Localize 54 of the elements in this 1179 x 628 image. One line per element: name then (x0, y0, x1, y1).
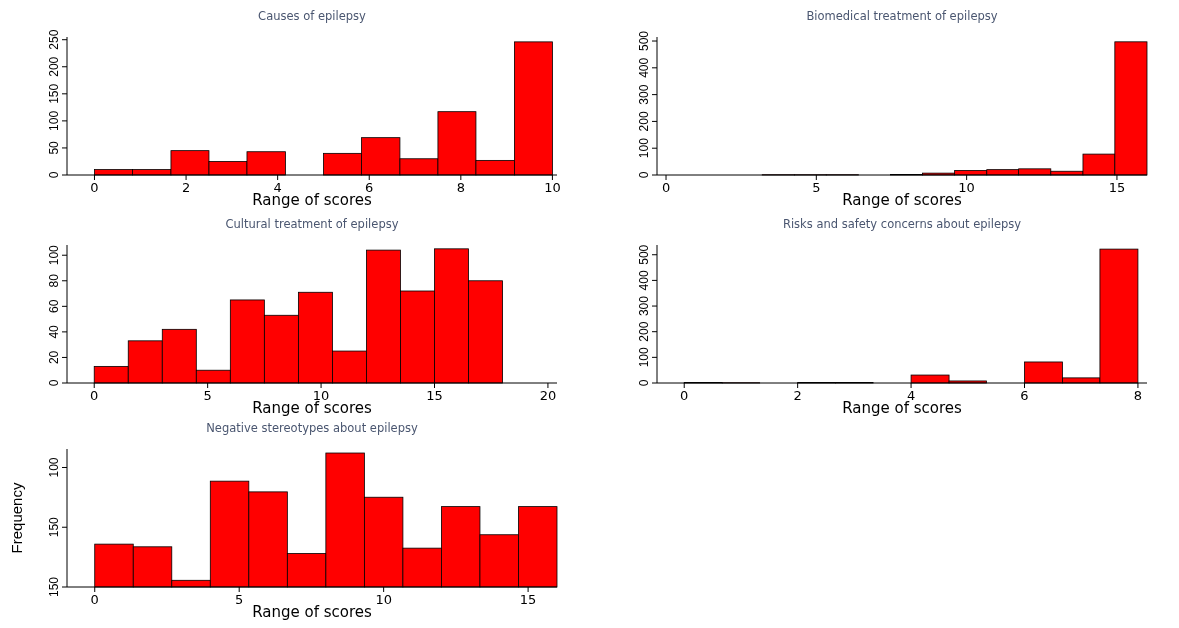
y-tick-label: 400 (637, 270, 651, 291)
y-tick-label: 0 (47, 379, 61, 387)
x-tick-label: 8 (1133, 388, 1143, 403)
x-tick-label: 20 (539, 388, 557, 403)
y-tick-label: 50 (47, 140, 61, 155)
x-tick-label: 0 (90, 180, 99, 195)
y-tick-label: 300 (637, 84, 651, 105)
y-tick-label: 100 (637, 137, 651, 159)
chart-title: Risks and safety concerns about epilepsy (782, 217, 1022, 231)
axis-label: 150 (47, 577, 68, 597)
chart-title: Negative stereotypes about epilepsy (206, 421, 418, 435)
y-tick-label: 100 (47, 244, 61, 266)
y-tick-label: 500 (637, 244, 651, 265)
x-tick-label: 0 (90, 388, 99, 403)
x-axis-title: Range of scores (252, 603, 373, 621)
y-tick-label: 0 (637, 379, 651, 387)
x-tick-label: 15 (1108, 180, 1126, 195)
x-tick-label: 10 (375, 592, 392, 607)
x-tick-label: 5 (235, 592, 244, 607)
x-tick-label: 2 (181, 180, 191, 195)
chart-title: Cultural treatment of epilepsy (225, 217, 399, 231)
y-tick-label: 100 (47, 110, 61, 131)
x-tick-label: 10 (544, 180, 561, 195)
x-tick-label: 8 (456, 180, 465, 195)
y-tick-label: 100 (637, 347, 651, 368)
y-tick-label: 250 (47, 29, 61, 50)
x-tick-label: 6 (1020, 388, 1029, 403)
chart-title: Causes of epilepsy (258, 9, 367, 23)
x-tick-label: 5 (203, 388, 212, 403)
y-tick-label: 0 (637, 171, 651, 179)
chart-title: Biomedical treatment of epilepsy (806, 9, 998, 23)
y-tick-label: 200 (637, 321, 651, 342)
y-tick-label: 0 (47, 171, 61, 179)
y-axis-title: Frequency (8, 482, 25, 554)
y-tick-label: 80 (47, 273, 61, 288)
y-tick-label: 300 (637, 295, 651, 317)
y-tick-label: 20 (47, 350, 61, 365)
x-tick-label: 0 (90, 592, 99, 607)
x-tick-label: 15 (519, 592, 537, 607)
y-tick-label: 200 (47, 56, 61, 77)
y-tick-label: 60 (47, 299, 61, 314)
x-tick-label: 0 (680, 388, 689, 403)
axis-label: 100 (47, 457, 68, 478)
x-tick-label: 2 (793, 388, 802, 403)
x-axis-title: Range of scores (842, 399, 963, 417)
x-tick-label: 0 (661, 180, 671, 195)
axis-label: 150 (47, 517, 68, 538)
y-tick-label: 200 (637, 111, 651, 132)
x-tick-label: 5 (812, 180, 821, 195)
y-tick-label: 500 (637, 30, 651, 52)
y-tick-label: 400 (637, 57, 651, 78)
y-tick-label: 40 (47, 324, 61, 339)
y-tick-label: 150 (47, 83, 61, 104)
x-tick-label: 15 (426, 388, 443, 403)
